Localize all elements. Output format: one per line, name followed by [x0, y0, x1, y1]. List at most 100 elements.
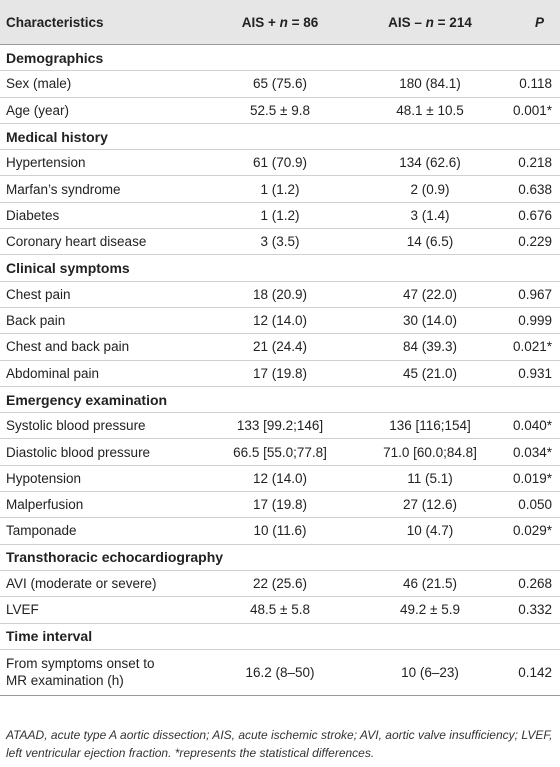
footnote: ATAAD, acute type A aortic dissection; A…	[6, 728, 553, 760]
data-row: From symptoms onset to MR examination (h…	[0, 649, 560, 696]
cell: 0.229	[505, 228, 560, 256]
data-row: Tamponade 10 (11.6) 10 (4.7) 0.029*	[0, 517, 560, 545]
section-title: Demographics	[0, 44, 560, 72]
data-row: Abdominal pain 17 (19.8) 45 (21.0) 0.931	[0, 360, 560, 387]
cell: Diastolic blood pressure	[0, 438, 205, 466]
cell: 0.967	[505, 281, 560, 308]
cell: 71.0 [60.0;84.8]	[355, 438, 505, 466]
data-row: AVI (moderate or severe) 22 (25.6) 46 (21.…	[0, 570, 560, 598]
cell: 180 (84.1)	[355, 70, 505, 98]
cell: 45 (21.0)	[355, 360, 505, 387]
section-row: Time interval	[0, 623, 560, 650]
cell: Hypotension	[0, 465, 205, 493]
data-row: Chest and back pain 21 (24.4) 84 (39.3) 0.0…	[0, 333, 560, 361]
data-row: Hypotension 12 (14.0) 11 (5.1) 0.019*	[0, 465, 560, 493]
cell: 133 [99.2;146]	[205, 412, 355, 440]
cell: 61 (70.9)	[205, 149, 355, 177]
header-cell: P	[505, 0, 560, 45]
cell: 134 (62.6)	[355, 149, 505, 177]
cell: Age (year)	[0, 97, 205, 124]
cell: 10 (6–23)	[355, 649, 505, 696]
section-title: Transthoracic echocardiography	[0, 544, 560, 571]
header-row: Characteristics AIS + n = 86 AIS – n = 214…	[0, 0, 560, 45]
data-row: Age (year) 52.5 ± 9.8 48.1 ± 10.5 0.001*	[0, 97, 560, 124]
cell: 27 (12.6)	[355, 491, 505, 519]
cell: 52.5 ± 9.8	[205, 97, 355, 124]
header-text: Characteristics	[6, 14, 104, 30]
header-cell: AIS + n = 86	[205, 0, 355, 45]
cell: Tamponade	[0, 517, 205, 545]
cell: 0.118	[505, 70, 560, 98]
cell: 14 (6.5)	[355, 228, 505, 256]
cell: Chest pain	[0, 281, 205, 308]
data-row: Chest pain 18 (20.9) 47 (22.0) 0.967	[0, 281, 560, 308]
cell: Chest and back pain	[0, 333, 205, 361]
cell: Systolic blood pressure	[0, 412, 205, 440]
data-row: LVEF 48.5 ± 5.8 49.2 ± 5.9 0.332	[0, 596, 560, 624]
cell: Diabetes	[0, 202, 205, 230]
cell: Hypertension	[0, 149, 205, 177]
cell: 10 (11.6)	[205, 517, 355, 545]
data-row: Marfan’s syndrome 1 (1.2) 2 (0.9) 0.638	[0, 175, 560, 203]
header-cell: Characteristics	[0, 0, 205, 45]
cell: 0.029*	[505, 517, 560, 545]
cell: 0.142	[505, 649, 560, 696]
cell: 12 (14.0)	[205, 307, 355, 335]
cell: 2 (0.9)	[355, 175, 505, 203]
cell: 66.5 [55.0;77.8]	[205, 438, 355, 466]
cell: 0.638	[505, 175, 560, 203]
cell: 30 (14.0)	[355, 307, 505, 335]
section-row: Medical history	[0, 123, 560, 151]
cell: 0.001*	[505, 97, 560, 124]
cell: 0.034*	[505, 438, 560, 466]
cell: 0.040*	[505, 412, 560, 440]
cell: 65 (75.6)	[205, 70, 355, 98]
cell: 1 (1.2)	[205, 175, 355, 203]
section-row: Demographics	[0, 44, 560, 72]
cell: 0.999	[505, 307, 560, 335]
cell: 47 (22.0)	[355, 281, 505, 308]
header-text: AIS +	[241, 14, 280, 30]
cell: 0.268	[505, 570, 560, 598]
data-row: Hypertension 61 (70.9) 134 (62.6) 0.218	[0, 149, 560, 177]
header-text: AIS –	[388, 14, 426, 30]
cell: Sex (male)	[0, 70, 205, 98]
section-row: Emergency examination	[0, 386, 560, 414]
header-text: = 86	[287, 14, 319, 30]
data-row: Coronary heart disease 3 (3.5) 14 (6.5) 0.2…	[0, 228, 560, 256]
cell: 48.1 ± 10.5	[355, 97, 505, 124]
header-cell: AIS – n = 214	[355, 0, 505, 45]
cell: From symptoms onset to MR examination (h…	[0, 649, 205, 696]
data-row: Back pain 12 (14.0) 30 (14.0) 0.999	[0, 307, 560, 335]
cell: 3 (1.4)	[355, 202, 505, 230]
cell: Malperfusion	[0, 491, 205, 519]
section-title: Time interval	[0, 623, 560, 650]
cell: 12 (14.0)	[205, 465, 355, 493]
cell: 0.019*	[505, 465, 560, 493]
cell: 17 (19.8)	[205, 360, 355, 387]
cell: 0.676	[505, 202, 560, 230]
cell: 17 (19.8)	[205, 491, 355, 519]
cell: Coronary heart disease	[0, 228, 205, 256]
section-row: Transthoracic echocardiography	[0, 544, 560, 571]
cell: 10 (4.7)	[355, 517, 505, 545]
cell: 18 (20.9)	[205, 281, 355, 308]
data-row: Malperfusion 17 (19.8) 27 (12.6) 0.050	[0, 491, 560, 519]
header-text: n	[425, 14, 434, 30]
cell: Marfan’s syndrome	[0, 175, 205, 203]
header-text: P	[534, 14, 544, 30]
cell: 0.218	[505, 149, 560, 177]
header-text: n	[279, 14, 288, 30]
cell: 1 (1.2)	[205, 202, 355, 230]
cell: 48.5 ± 5.8	[205, 596, 355, 624]
section-title: Emergency examination	[0, 386, 560, 414]
data-row: Diastolic blood pressure 66.5 [55.0;77.8]…	[0, 438, 560, 466]
cell: 0.021*	[505, 333, 560, 361]
section-row: Clinical symptoms	[0, 254, 560, 282]
data-row: Systolic blood pressure 133 [99.2;146] 136…	[0, 412, 560, 440]
cell: 136 [116;154]	[355, 412, 505, 440]
cell: Abdominal pain	[0, 360, 205, 387]
data-row: Diabetes 1 (1.2) 3 (1.4) 0.676	[0, 202, 560, 230]
section-title: Clinical symptoms	[0, 254, 560, 282]
